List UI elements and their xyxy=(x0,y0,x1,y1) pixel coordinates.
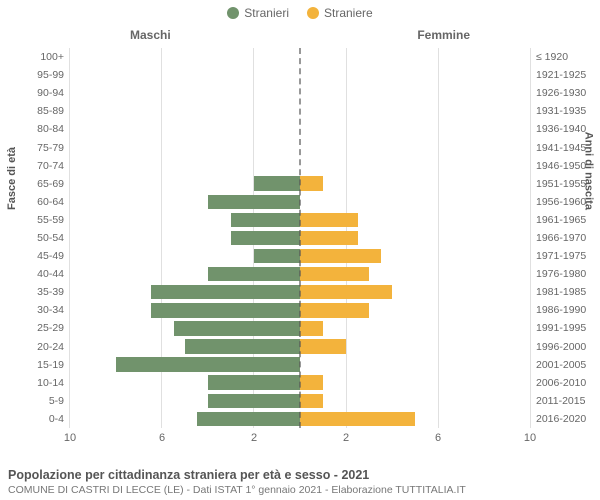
plot-area: 100+≤ 192095-991921-192590-941926-193085… xyxy=(70,48,530,428)
age-label: 10-14 xyxy=(6,377,70,388)
age-label: 20-24 xyxy=(6,341,70,352)
birth-year-label: 1921-1925 xyxy=(530,70,594,81)
bar-male xyxy=(185,339,300,353)
birth-year-label: 1971-1975 xyxy=(530,251,594,262)
age-label: 70-74 xyxy=(6,160,70,171)
age-label: 80-84 xyxy=(6,124,70,135)
birth-year-label: 1986-1990 xyxy=(530,305,594,316)
birth-year-label: 1931-1935 xyxy=(530,106,594,117)
caption-title: Popolazione per cittadinanza straniera p… xyxy=(8,468,592,482)
age-label: 75-79 xyxy=(6,142,70,153)
bar-female xyxy=(300,303,369,317)
chart: Maschi Femmine Fasce di età Anni di nasc… xyxy=(0,28,600,452)
age-label: 35-39 xyxy=(6,287,70,298)
age-label: 0-4 xyxy=(6,414,70,425)
bar-male xyxy=(174,321,301,335)
column-header-female: Femmine xyxy=(417,28,470,42)
x-tick: 10 xyxy=(64,432,76,444)
age-label: 100+ xyxy=(6,52,70,63)
age-label: 45-49 xyxy=(6,251,70,262)
bar-female xyxy=(300,321,323,335)
bar-female xyxy=(300,249,381,263)
age-label: 95-99 xyxy=(6,70,70,81)
age-label: 65-69 xyxy=(6,178,70,189)
bar-female xyxy=(300,176,323,190)
bar-male xyxy=(151,303,301,317)
legend-label-female: Straniere xyxy=(324,6,373,20)
bar-male xyxy=(254,176,300,190)
bar-male xyxy=(208,394,300,408)
birth-year-label: 1961-1965 xyxy=(530,215,594,226)
birth-year-label: 2011-2015 xyxy=(530,396,594,407)
bar-male xyxy=(197,412,301,426)
bar-female xyxy=(300,213,358,227)
bar-female xyxy=(300,339,346,353)
bar-male xyxy=(231,213,300,227)
x-tick: 6 xyxy=(159,432,165,444)
birth-year-label: 2016-2020 xyxy=(530,414,594,425)
age-label: 40-44 xyxy=(6,269,70,280)
caption-sub: COMUNE DI CASTRI DI LECCE (LE) - Dati IS… xyxy=(8,484,592,496)
legend-item-male: Stranieri xyxy=(227,6,289,20)
birth-year-label: 2001-2005 xyxy=(530,359,594,370)
birth-year-label: 1926-1930 xyxy=(530,88,594,99)
bar-female xyxy=(300,394,323,408)
caption: Popolazione per cittadinanza straniera p… xyxy=(8,468,592,496)
legend-swatch-female xyxy=(307,7,319,19)
bar-male xyxy=(151,285,301,299)
age-label: 55-59 xyxy=(6,215,70,226)
birth-year-label: 1976-1980 xyxy=(530,269,594,280)
bar-male xyxy=(231,231,300,245)
bar-male xyxy=(116,357,300,371)
bar-female xyxy=(300,231,358,245)
legend-swatch-male xyxy=(227,7,239,19)
age-label: 50-54 xyxy=(6,233,70,244)
center-line xyxy=(299,48,301,428)
birth-year-label: 1966-1970 xyxy=(530,233,594,244)
birth-year-label: 1991-1995 xyxy=(530,323,594,334)
x-tick: 6 xyxy=(435,432,441,444)
birth-year-label: 1981-1985 xyxy=(530,287,594,298)
bar-female xyxy=(300,267,369,281)
birth-year-label: ≤ 1920 xyxy=(530,52,594,63)
x-tick: 10 xyxy=(524,432,536,444)
age-label: 30-34 xyxy=(6,305,70,316)
bar-female xyxy=(300,375,323,389)
x-tick: 2 xyxy=(251,432,257,444)
bar-male xyxy=(208,267,300,281)
legend: Stranieri Straniere xyxy=(0,0,600,20)
bar-female xyxy=(300,412,415,426)
legend-label-male: Stranieri xyxy=(244,6,289,20)
age-label: 85-89 xyxy=(6,106,70,117)
age-label: 5-9 xyxy=(6,396,70,407)
age-label: 90-94 xyxy=(6,88,70,99)
x-tick: 2 xyxy=(343,432,349,444)
bar-male xyxy=(208,195,300,209)
birth-year-label: 1951-1955 xyxy=(530,178,594,189)
birth-year-label: 1946-1950 xyxy=(530,160,594,171)
birth-year-label: 1996-2000 xyxy=(530,341,594,352)
bar-male xyxy=(254,249,300,263)
birth-year-label: 1936-1940 xyxy=(530,124,594,135)
birth-year-label: 1956-1960 xyxy=(530,197,594,208)
bar-male xyxy=(208,375,300,389)
birth-year-label: 2006-2010 xyxy=(530,377,594,388)
x-axis: 10622610 xyxy=(70,432,530,448)
birth-year-label: 1941-1945 xyxy=(530,142,594,153)
age-label: 15-19 xyxy=(6,359,70,370)
age-label: 25-29 xyxy=(6,323,70,334)
age-label: 60-64 xyxy=(6,197,70,208)
bar-female xyxy=(300,285,392,299)
legend-item-female: Straniere xyxy=(307,6,373,20)
column-header-male: Maschi xyxy=(130,28,171,42)
